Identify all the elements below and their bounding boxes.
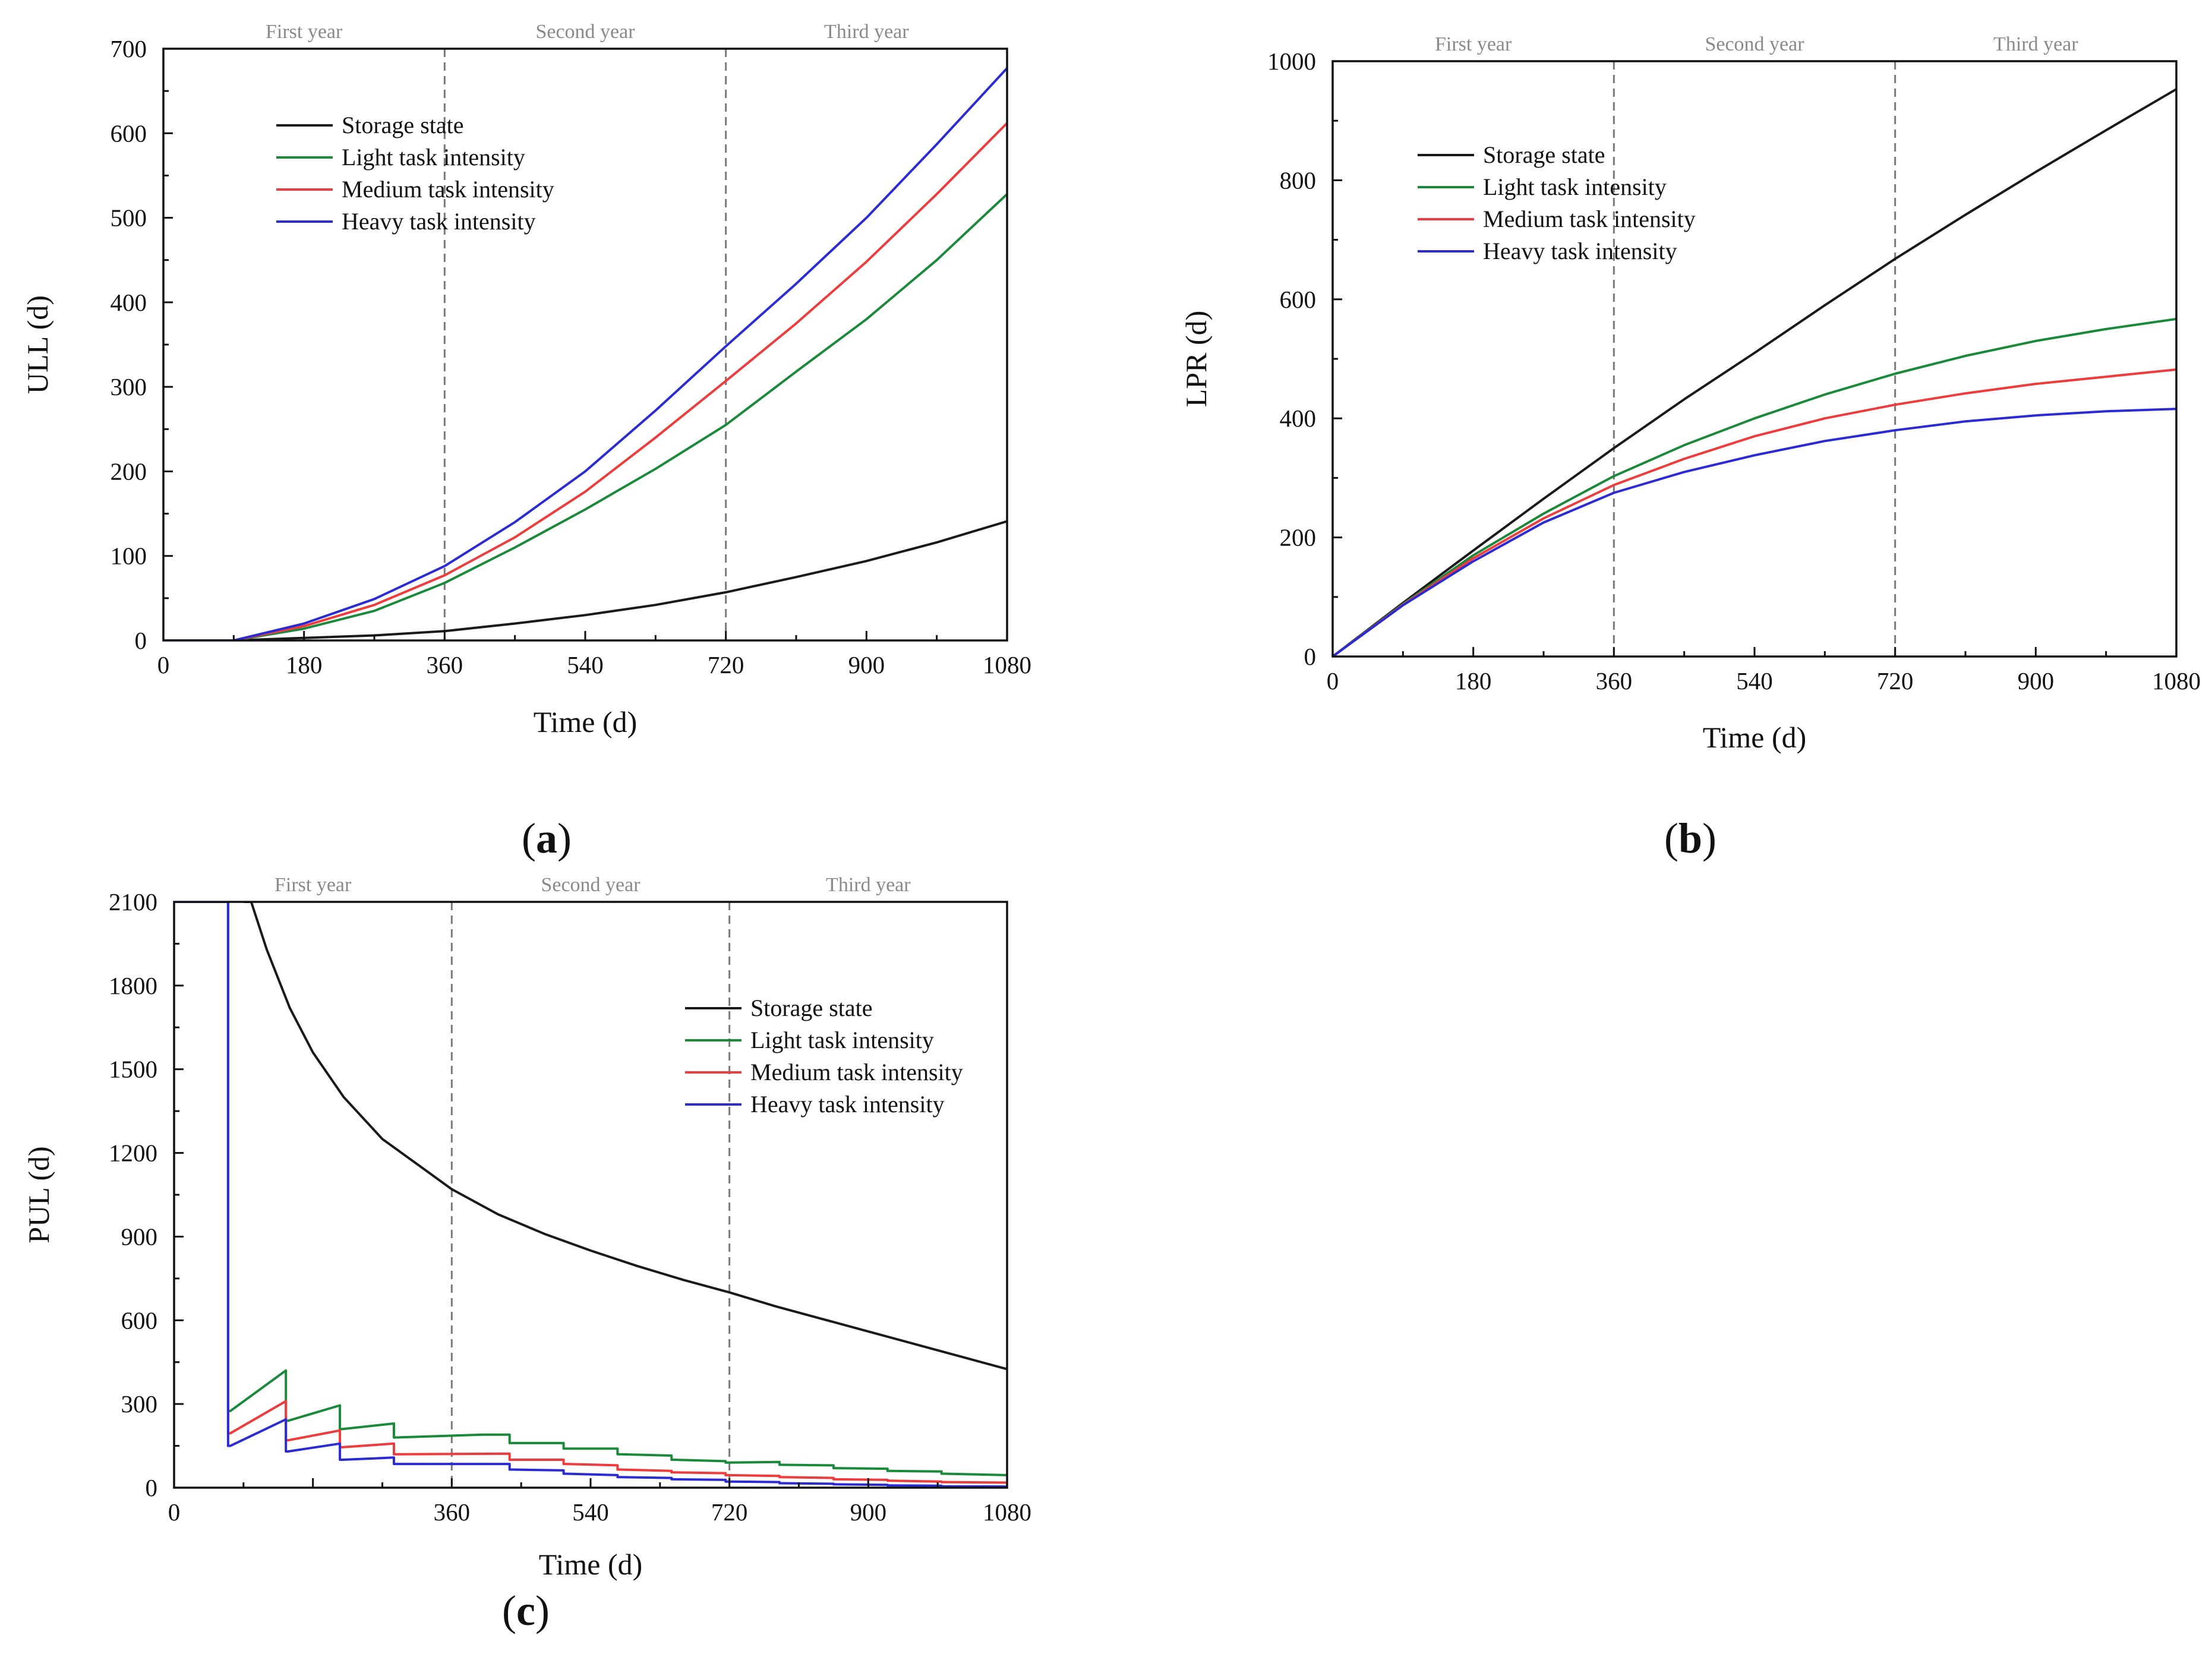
x-axis-title: Time (d): [539, 1548, 643, 1581]
panel-label-letter: b: [1678, 815, 1702, 862]
year-label: Third year: [824, 21, 909, 43]
x-tick-label: 900: [850, 1498, 887, 1526]
series-line-storage: [1333, 88, 2176, 657]
panel-label-open-paren: (: [1664, 815, 1678, 862]
panel-label-close-paren: ): [557, 815, 572, 862]
series-line-medium: [163, 122, 1007, 640]
y-tick-label: 600: [111, 119, 147, 147]
y-tick-label: 200: [1280, 524, 1317, 551]
year-label: First year: [1435, 33, 1512, 55]
panel-label: (c): [502, 1587, 550, 1634]
x-tick-label: 360: [434, 1498, 471, 1526]
series-line-heavy: [163, 67, 1007, 640]
series-line-storage: [163, 520, 1007, 640]
x-tick-label: 540: [1736, 667, 1773, 695]
panel-b: First year Second year Third year 0 180 360 54…: [1179, 33, 2201, 862]
panel-label-letter: a: [536, 815, 557, 862]
panel-label-close-paren: ): [1702, 815, 1716, 862]
series-line-medium: [1333, 368, 2176, 657]
series-line-heavy: [1333, 408, 2176, 657]
panel-a: First year Second year Third year 0 180 360 54…: [21, 21, 1031, 862]
x-tick-label: 0: [168, 1498, 181, 1526]
series-line-light: [174, 902, 1007, 1476]
year-label: Second year: [1705, 33, 1804, 55]
x-tick-label: 720: [1877, 667, 1914, 695]
y-tick-label: 1800: [109, 972, 157, 999]
legend-label: Medium task intensity: [342, 176, 554, 203]
x-axis-title: Time (d): [1703, 721, 1807, 754]
y-tick-label: 2100: [109, 888, 157, 916]
x-tick-label: 180: [1455, 667, 1492, 695]
series-line-heavy: [174, 902, 1007, 1488]
x-tick-label: 0: [157, 651, 170, 678]
y-axis-title: PUL (d): [22, 1146, 55, 1243]
legend-label: Storage state: [750, 995, 873, 1021]
x-tick-label: 540: [572, 1498, 609, 1526]
plot-frame: [173, 901, 1008, 1489]
panel-label-close-paren: ): [535, 1587, 550, 1634]
year-label: Third year: [826, 874, 911, 896]
y-tick-label: 500: [111, 204, 147, 232]
legend-label: Light task intensity: [342, 144, 525, 171]
panel-label: (a): [522, 815, 572, 862]
y-tick-label: 100: [111, 542, 147, 570]
y-tick-label: 900: [121, 1223, 158, 1250]
panel-label: (b): [1664, 815, 1716, 862]
y-tick-label: 400: [1280, 405, 1317, 432]
x-tick-label: 1080: [2152, 667, 2201, 695]
series-line-medium: [174, 902, 1007, 1484]
legend-label: Heavy task intensity: [1483, 238, 1677, 264]
year-label: First year: [266, 21, 343, 43]
y-tick-label: 1500: [109, 1056, 157, 1083]
x-tick-label: 1080: [983, 1498, 1031, 1526]
panel-c: First year Second year Third year 0 360 540 72…: [22, 874, 1031, 1634]
y-tick-label: 800: [1280, 166, 1317, 194]
legend-label: Heavy task intensity: [342, 208, 536, 235]
y-tick-label: 400: [111, 289, 147, 316]
y-tick-label: 700: [111, 35, 147, 62]
series-line-light: [163, 193, 1007, 640]
legend-label: Storage state: [1483, 141, 1605, 168]
x-tick-label: 900: [848, 651, 885, 678]
y-tick-label: 600: [1280, 286, 1317, 313]
y-tick-label: 0: [135, 627, 147, 654]
x-tick-label: 0: [1327, 667, 1339, 695]
x-tick-label: 360: [1596, 667, 1633, 695]
year-label: Second year: [541, 874, 640, 896]
y-tick-label: 0: [146, 1474, 158, 1501]
y-tick-label: 300: [111, 373, 147, 400]
legend-label: Light task intensity: [750, 1027, 934, 1053]
y-axis-title: LPR (d): [1179, 311, 1213, 408]
panel-label-open-paren: (: [522, 815, 536, 862]
y-tick-label: 200: [111, 457, 147, 485]
series-line-light: [1333, 317, 2176, 657]
year-label: Third year: [1993, 33, 2078, 55]
y-tick-label: 1200: [109, 1140, 157, 1167]
y-tick-label: 600: [121, 1306, 158, 1334]
legend-label: Light task intensity: [1483, 173, 1667, 200]
x-tick-label: 360: [427, 651, 463, 678]
legend-label: Storage state: [342, 112, 464, 138]
year-label: Second year: [535, 21, 635, 43]
year-label: First year: [274, 874, 352, 896]
plot-frame: [162, 48, 1008, 642]
x-axis-title: Time (d): [534, 705, 638, 738]
legend-label: Medium task intensity: [1483, 206, 1696, 232]
series-line-storage: [243, 902, 1007, 1371]
x-tick-label: 180: [286, 651, 323, 678]
panel-label-letter: c: [516, 1587, 535, 1634]
x-tick-label: 1080: [983, 651, 1031, 678]
y-tick-label: 0: [1304, 643, 1317, 670]
x-tick-label: 720: [711, 1498, 748, 1526]
y-axis-title: ULL (d): [21, 295, 54, 394]
y-tick-label: 1000: [1267, 48, 1316, 75]
x-tick-label: 540: [567, 651, 604, 678]
x-tick-label: 720: [708, 651, 744, 678]
legend-label: Medium task intensity: [750, 1059, 963, 1085]
y-tick-label: 300: [121, 1390, 158, 1418]
panel-label-open-paren: (: [502, 1587, 516, 1634]
x-tick-label: 900: [2018, 667, 2055, 695]
legend-label: Heavy task intensity: [750, 1091, 945, 1118]
